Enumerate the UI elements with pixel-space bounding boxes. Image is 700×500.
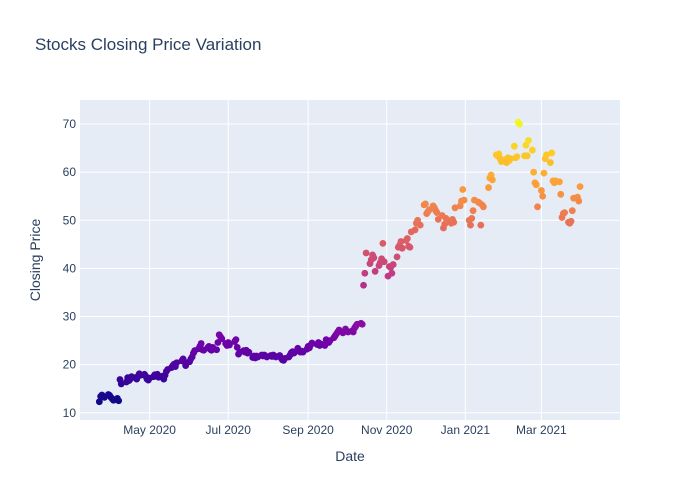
data-point xyxy=(557,190,565,198)
y-tick-label: 70 xyxy=(63,117,77,131)
data-point xyxy=(561,209,568,217)
data-point xyxy=(371,267,379,275)
data-point xyxy=(479,203,487,211)
data-point xyxy=(370,254,378,262)
data-point xyxy=(232,336,240,344)
data-point xyxy=(406,243,414,251)
data-point xyxy=(416,221,424,229)
data-point xyxy=(388,269,396,277)
data-point xyxy=(534,203,541,211)
data-point xyxy=(516,120,523,128)
data-point xyxy=(398,244,406,252)
x-tick-label: Jan 2021 xyxy=(441,423,491,437)
data-point xyxy=(575,197,583,205)
data-point xyxy=(477,221,485,229)
data-point xyxy=(213,346,221,354)
data-point xyxy=(433,209,441,217)
data-point xyxy=(95,398,103,406)
x-tick-label: Jul 2020 xyxy=(206,423,252,437)
x-tick-label: Sep 2020 xyxy=(282,423,334,437)
data-point xyxy=(403,235,411,242)
x-axis-title: Date xyxy=(335,448,365,464)
data-point xyxy=(532,181,540,189)
chart-title: Stocks Closing Price Variation xyxy=(35,35,261,54)
y-tick-label: 40 xyxy=(63,261,77,275)
data-point xyxy=(459,186,467,193)
data-point xyxy=(362,249,370,257)
data-point xyxy=(467,221,474,229)
x-tick-label: Mar 2021 xyxy=(516,423,567,437)
data-point xyxy=(451,204,459,212)
data-point xyxy=(226,341,233,349)
data-point xyxy=(543,151,550,159)
data-point xyxy=(393,253,401,261)
data-point xyxy=(360,281,367,289)
data-point xyxy=(308,339,316,347)
data-point xyxy=(489,176,496,184)
data-point xyxy=(115,397,123,405)
data-point xyxy=(568,207,576,215)
data-point xyxy=(576,183,584,191)
data-point xyxy=(547,159,554,166)
data-point xyxy=(507,155,514,163)
data-point xyxy=(411,226,419,234)
x-tick-label: May 2020 xyxy=(123,423,176,437)
data-point xyxy=(197,340,205,347)
data-point xyxy=(290,349,298,357)
data-point xyxy=(556,178,563,186)
data-point xyxy=(218,335,226,343)
data-point xyxy=(245,348,253,356)
data-point xyxy=(567,217,575,225)
data-point xyxy=(173,359,181,367)
y-tick-label: 30 xyxy=(63,310,77,324)
x-tick-label: Nov 2020 xyxy=(361,423,413,437)
data-point xyxy=(468,214,476,222)
y-tick-label: 10 xyxy=(63,406,77,420)
data-point xyxy=(528,146,536,154)
data-point xyxy=(530,168,538,176)
data-point xyxy=(525,137,532,144)
data-point xyxy=(485,184,492,191)
y-tick-label: 50 xyxy=(63,213,77,227)
data-point xyxy=(450,218,458,226)
data-point xyxy=(379,239,387,247)
data-point xyxy=(539,192,547,200)
data-point xyxy=(540,169,548,177)
data-point xyxy=(513,153,521,161)
data-point xyxy=(510,142,518,150)
data-point xyxy=(523,152,531,160)
data-point xyxy=(548,149,556,157)
data-point xyxy=(421,200,429,208)
data-point xyxy=(397,238,405,245)
data-point xyxy=(361,269,369,277)
y-axis-ticks: 10 20 30 40 50 60 70 xyxy=(63,117,77,420)
y-tick-label: 60 xyxy=(63,165,77,179)
x-axis-ticks: May 2020 Jul 2020 Sep 2020 Nov 2020 Jan 2021… xyxy=(123,423,567,437)
y-axis-title: Closing Price xyxy=(27,219,43,302)
data-point xyxy=(537,187,545,194)
data-point xyxy=(389,261,397,268)
data-point xyxy=(358,320,366,328)
y-tick-label: 20 xyxy=(63,358,77,372)
plot-area xyxy=(80,100,620,420)
data-point xyxy=(117,380,125,388)
data-points xyxy=(95,118,584,406)
data-point xyxy=(380,258,388,266)
data-point xyxy=(469,207,477,215)
data-point xyxy=(460,196,468,204)
